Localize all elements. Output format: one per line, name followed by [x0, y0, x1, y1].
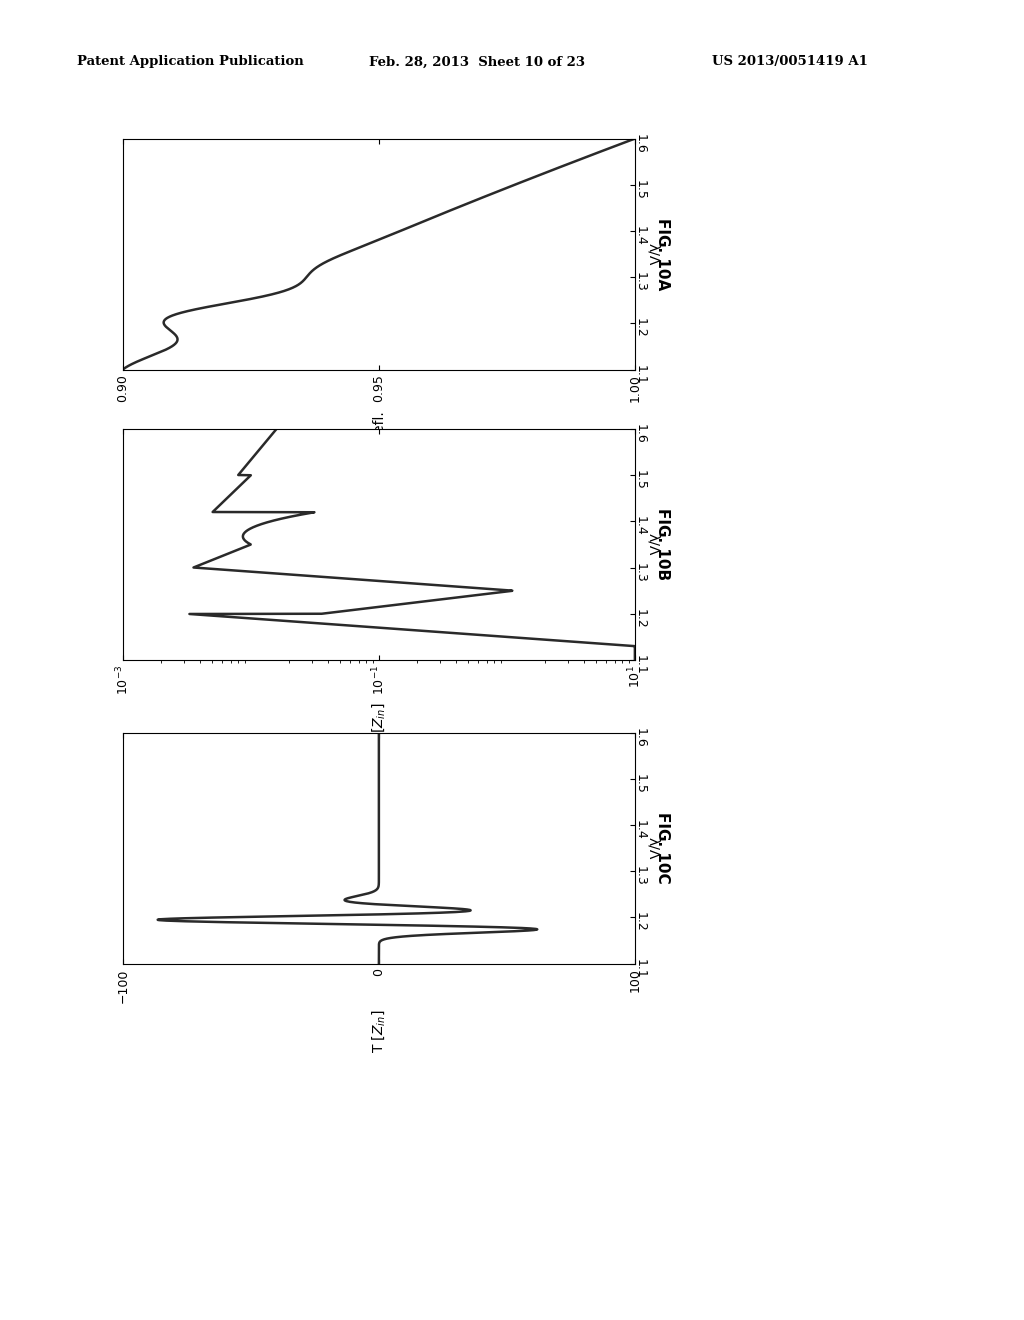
X-axis label: Refl.: Refl. [372, 409, 386, 440]
Y-axis label: λ/Λ: λ/Λ [646, 533, 660, 556]
X-axis label: T $[Z_{in}]$: T $[Z_{in}]$ [371, 1010, 387, 1053]
Text: FIG. 10C: FIG. 10C [655, 812, 671, 884]
Text: Patent Application Publication: Patent Application Publication [77, 55, 303, 69]
Text: Feb. 28, 2013  Sheet 10 of 23: Feb. 28, 2013 Sheet 10 of 23 [369, 55, 585, 69]
Y-axis label: λ/Λ: λ/Λ [646, 837, 660, 859]
Text: FIG. 10B: FIG. 10B [655, 508, 671, 581]
Y-axis label: λ/Λ: λ/Λ [646, 243, 660, 265]
Text: FIG. 10A: FIG. 10A [655, 218, 671, 290]
Text: US 2013/0051419 A1: US 2013/0051419 A1 [712, 55, 867, 69]
X-axis label: R $[Z_{in}]$: R $[Z_{in}]$ [371, 702, 387, 747]
